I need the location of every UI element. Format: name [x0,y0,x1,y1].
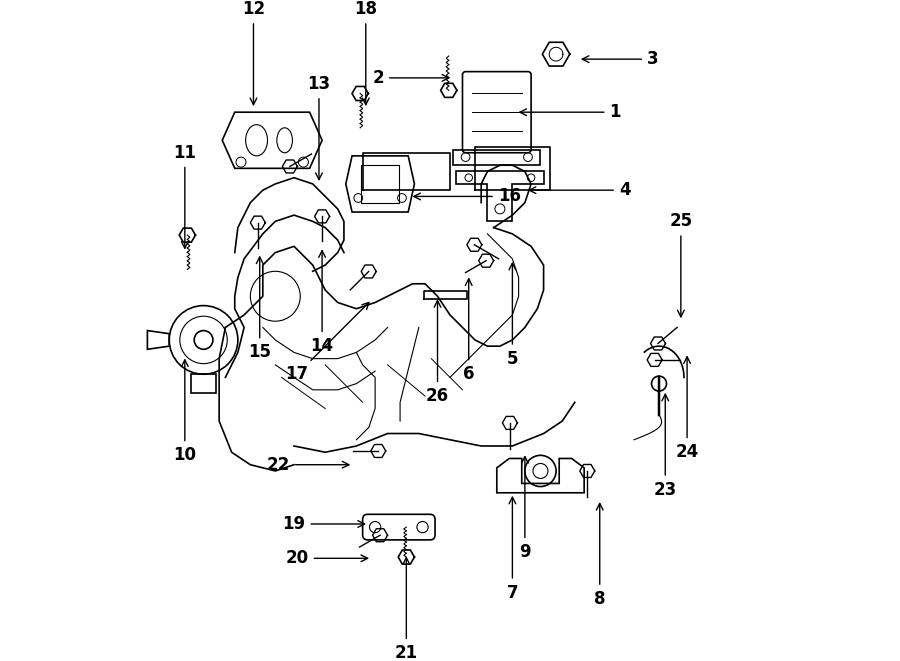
Text: 12: 12 [242,0,265,104]
Text: 25: 25 [670,212,692,317]
Text: 20: 20 [285,549,368,567]
Text: 2: 2 [373,69,449,87]
Text: 9: 9 [519,457,531,561]
Text: 4: 4 [529,181,631,199]
Text: 23: 23 [653,394,677,498]
Text: 17: 17 [285,303,369,383]
Text: 16: 16 [414,188,521,206]
Text: 13: 13 [308,75,330,180]
Text: 26: 26 [426,301,449,405]
Text: 22: 22 [266,455,349,474]
Text: 14: 14 [310,251,334,355]
Text: 5: 5 [507,263,518,368]
Text: 7: 7 [507,497,518,602]
Text: 1: 1 [520,103,621,121]
Text: 6: 6 [463,279,474,383]
Text: 11: 11 [174,143,196,249]
Text: 18: 18 [355,0,377,104]
Text: 19: 19 [283,515,365,533]
Text: 8: 8 [594,504,606,608]
Text: 24: 24 [676,357,698,461]
Text: 10: 10 [174,360,196,465]
Polygon shape [543,42,570,66]
Text: 3: 3 [582,50,659,68]
Text: 15: 15 [248,257,271,362]
Text: 21: 21 [395,558,418,661]
